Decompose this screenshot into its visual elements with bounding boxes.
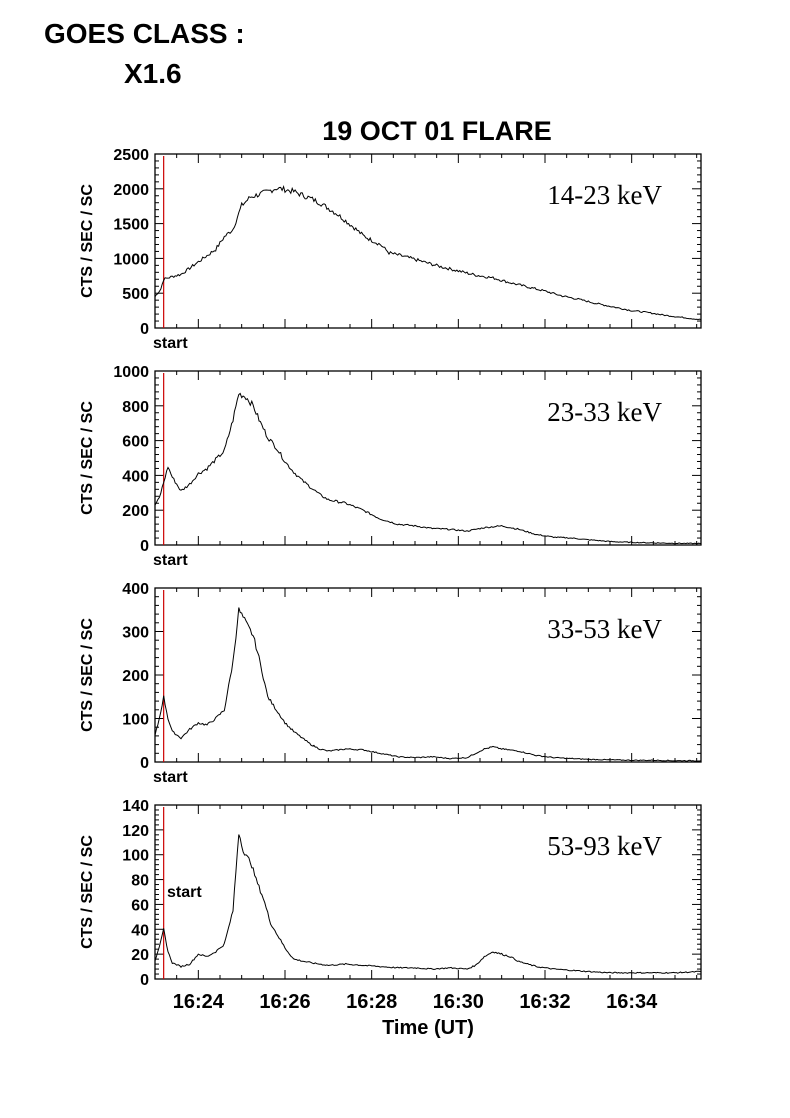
y-tick-label: 100 (122, 712, 149, 729)
x-tick-label: 16:32 (519, 991, 570, 1013)
y-axis-label: CTS / SEC / SC (79, 835, 96, 949)
x-tick-label: 16:24 (173, 991, 225, 1013)
energy-band-label: 53-93 keV (547, 831, 662, 861)
plot-frame (154, 153, 702, 329)
goes-class-value: X1.6 (124, 58, 182, 89)
panel-3: 0 100 200 300 400 CTS / SEC / SC 33-53 keV star… (79, 581, 702, 786)
panel-1: 0 500 1000 1500 2000 2500 CTS / SEC / SC 14-23 … (79, 147, 702, 352)
y-tick-label: 1000 (113, 251, 149, 268)
y-tick-label: 140 (122, 798, 149, 815)
y-tick-label: 120 (122, 823, 149, 840)
energy-band-label: 33-53 keV (547, 614, 662, 644)
y-tick-label: 300 (122, 625, 149, 642)
y-tick-label: 0 (140, 321, 149, 338)
y-tick-label: 60 (131, 897, 149, 914)
panel-2: 0 200 400 600 800 1000 CTS / SEC / SC 23-33 keV… (79, 364, 702, 569)
y-axis-label: CTS / SEC / SC (79, 618, 96, 732)
data-series-line (154, 184, 702, 321)
y-tick-label: 80 (131, 873, 149, 890)
y-tick-label: 1000 (113, 364, 149, 381)
y-tick-label: 500 (122, 286, 149, 303)
x-tick-label: 16:26 (259, 991, 310, 1013)
data-series-line (154, 834, 702, 974)
y-tick-label: 40 (131, 922, 149, 939)
y-tick-label: 0 (140, 972, 149, 989)
y-tick-label: 1500 (113, 217, 149, 234)
y-tick-label: 2000 (113, 182, 149, 199)
y-axis-label: CTS / SEC / SC (79, 184, 96, 298)
x-tick-label: 16:28 (346, 991, 397, 1013)
plot-frame (154, 804, 702, 980)
y-tick-label: 800 (122, 399, 149, 416)
y-tick-label: 200 (122, 503, 149, 520)
y-tick-label: 2500 (113, 147, 149, 164)
y-tick-label: 0 (140, 538, 149, 555)
y-tick-label: 200 (122, 668, 149, 685)
y-axis-label: CTS / SEC / SC (79, 401, 96, 515)
energy-band-label: 23-33 keV (547, 397, 662, 427)
y-tick-label: 400 (122, 468, 149, 485)
start-marker-label: start (153, 552, 188, 569)
chart-title: 19 OCT 01 FLARE (322, 116, 552, 146)
goes-class-label: GOES CLASS : (44, 18, 245, 49)
start-marker-label: start (167, 884, 202, 901)
data-series-line (154, 607, 702, 762)
y-tick-label: 400 (122, 581, 149, 598)
y-tick-label: 600 (122, 434, 149, 451)
x-axis-label: Time (UT) (382, 1017, 474, 1039)
energy-band-label: 14-23 keV (547, 180, 662, 210)
y-tick-label: 0 (140, 755, 149, 772)
plot-frame (154, 370, 702, 546)
y-tick-label: 100 (122, 848, 149, 865)
start-marker-label: start (153, 335, 188, 352)
data-series-line (154, 392, 702, 545)
panel-4: 0 20 40 60 80 100 120 140 CTS / SEC / SC 53-93 ke… (79, 798, 702, 1013)
start-marker-label: start (153, 769, 188, 786)
x-tick-label: 16:34 (606, 991, 658, 1013)
x-tick-label: 16:30 (433, 991, 484, 1013)
y-tick-label: 20 (131, 947, 149, 964)
